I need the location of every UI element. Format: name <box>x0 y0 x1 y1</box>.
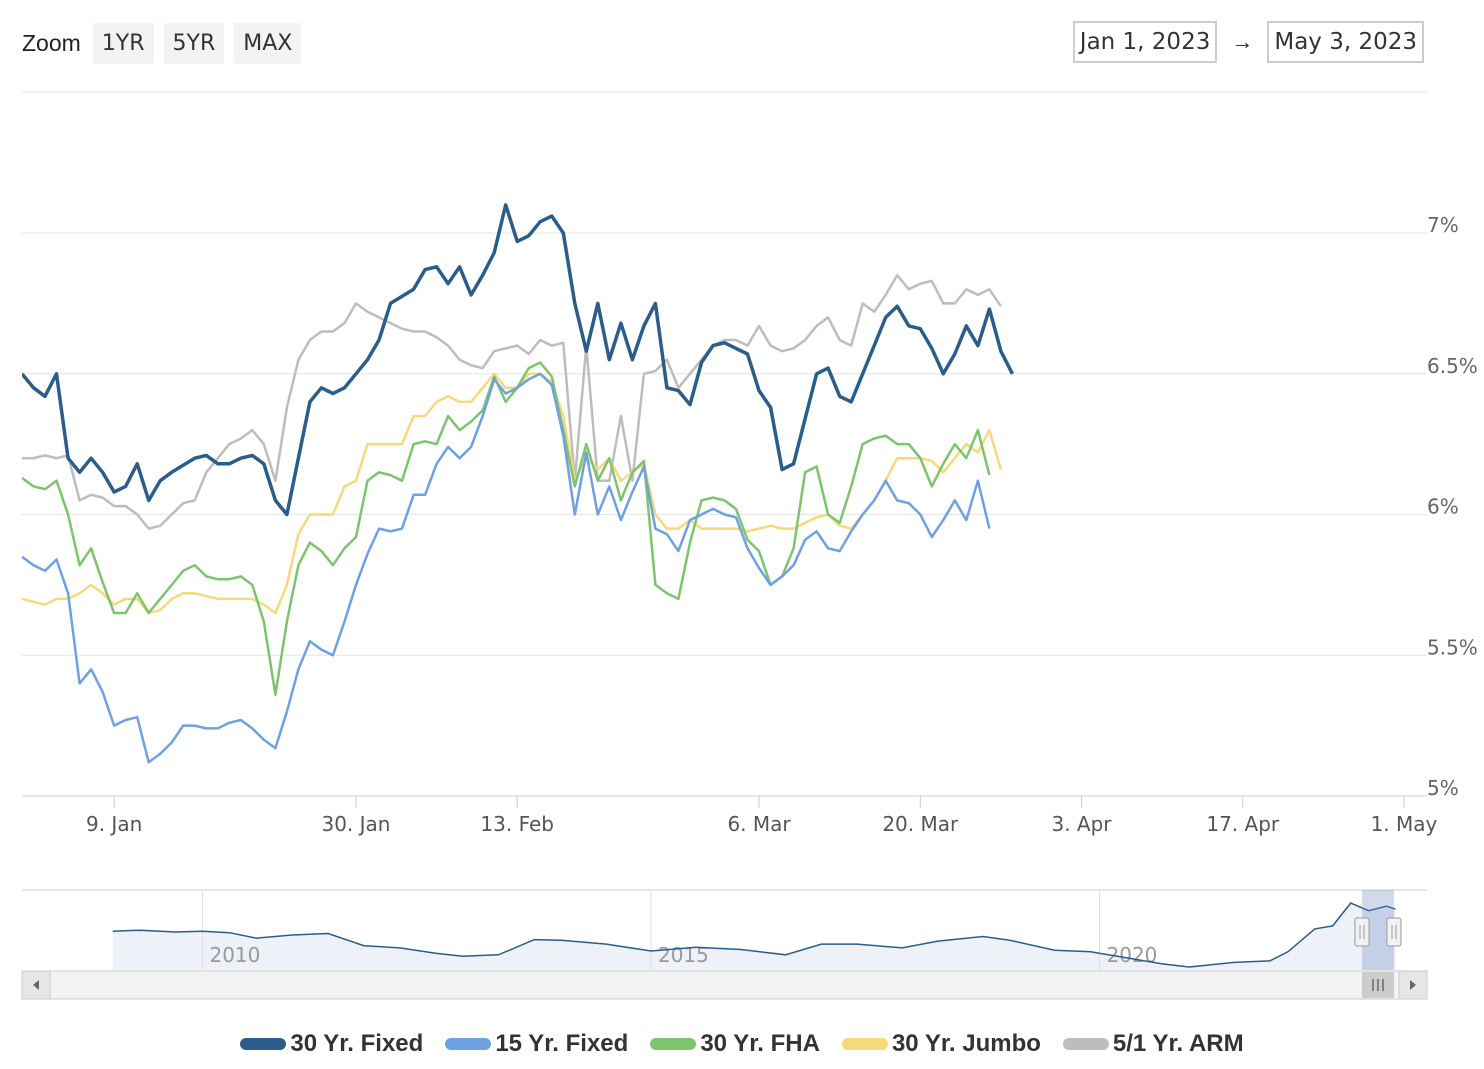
range-arrow: → <box>1231 29 1254 54</box>
date-range-selector: Jan 1, 2023 → May 3, 2023 <box>1072 21 1424 63</box>
range-to-input[interactable]: May 3, 2023 <box>1267 21 1424 63</box>
navigator-handle[interactable] <box>1386 917 1402 947</box>
x-tick-label: 30. Jan <box>321 812 390 836</box>
scroll-right-arrow-icon <box>1410 980 1416 990</box>
legend-item-15-yr-fixed[interactable]: 15 Yr. Fixed <box>445 1030 628 1058</box>
navigator-tick-label: 2020 <box>1107 943 1158 967</box>
scroll-left-arrow-icon <box>33 980 39 990</box>
legend-label: 30 Yr. Fixed <box>290 1030 424 1057</box>
legend-swatch <box>240 1038 287 1050</box>
legend-item-30-yr-fixed[interactable]: 30 Yr. Fixed <box>240 1030 423 1058</box>
plot-area: 5% 5.5% 6% 6.5% 7% 9. Jan 30. Jan 13. Feb 6. Mar… <box>22 91 1478 836</box>
series-line-30-yr-fixed[interactable] <box>22 203 1014 517</box>
series-line-15-yr-fixed[interactable] <box>22 372 991 764</box>
legend-label: 5/1 Yr. ARM <box>1112 1030 1244 1057</box>
legend-swatch <box>445 1038 492 1050</box>
y-tick-label: 7% <box>1427 213 1459 237</box>
series-line-30-yr-fha[interactable] <box>22 361 991 696</box>
x-tick-label: 9. Jan <box>86 812 142 836</box>
legend-swatch <box>650 1038 697 1050</box>
legend-label: 30 Yr. Jumbo <box>891 1030 1041 1057</box>
navigator-tick-label: 2010 <box>209 943 260 967</box>
navigator-tick-label: 2015 <box>658 943 709 967</box>
x-tick-label: 1. May <box>1371 812 1438 836</box>
navigator-area <box>112 903 1396 970</box>
x-tick-label: 6. Mar <box>727 812 791 836</box>
chart-canvas: 5% 5.5% 6% 6.5% 7% 9. Jan 30. Jan 13. Feb 6. Mar… <box>21 91 1478 1000</box>
navigator-line <box>112 902 1396 968</box>
legend: 30 Yr. Fixed 15 Yr. Fixed 30 Yr. FHA 30 Yr.… <box>0 1030 1484 1058</box>
x-tick-label: 3. Apr <box>1051 812 1112 836</box>
x-tick-label: 20. Mar <box>882 812 959 836</box>
legend-label: 15 Yr. Fixed <box>495 1030 629 1057</box>
legend-item-5-1-yr-arm[interactable]: 5/1 Yr. ARM <box>1062 1030 1244 1058</box>
zoom-label: Zoom <box>22 29 81 56</box>
y-tick-label: 5.5% <box>1427 635 1478 659</box>
range-from-input[interactable]: Jan 1, 2023 <box>1072 21 1218 63</box>
y-tick-label: 6% <box>1427 495 1459 519</box>
series-line-30-yr-jumbo[interactable] <box>22 372 1003 615</box>
y-tick-label: 6.5% <box>1427 354 1478 378</box>
legend-label: 30 Yr. FHA <box>700 1030 820 1057</box>
y-tick-label: 5% <box>1427 776 1459 800</box>
navigator-handle[interactable] <box>1354 917 1370 947</box>
series-line-5-1-yr-arm[interactable] <box>22 273 1002 530</box>
x-tick-label: 17. Apr <box>1206 812 1280 836</box>
zoom-bar: Zoom 1YR 5YR MAX <box>22 22 311 64</box>
zoom-max-button[interactable]: MAX <box>234 22 302 64</box>
series-group <box>22 203 1014 764</box>
zoom-1yr-button[interactable]: 1YR <box>92 22 154 64</box>
scrollbar[interactable] <box>21 970 1428 1000</box>
legend-swatch <box>1062 1038 1109 1050</box>
scrollbar-track[interactable] <box>21 970 1428 1000</box>
x-tick-label: 13. Feb <box>480 812 554 836</box>
zoom-5yr-button[interactable]: 5YR <box>163 22 225 64</box>
legend-item-30-yr-fha[interactable]: 30 Yr. FHA <box>650 1030 820 1058</box>
legend-item-30-yr-jumbo[interactable]: 30 Yr. Jumbo <box>841 1030 1041 1058</box>
legend-swatch <box>841 1038 888 1050</box>
navigator[interactable]: 2010 2015 2020 <box>21 889 1428 1000</box>
